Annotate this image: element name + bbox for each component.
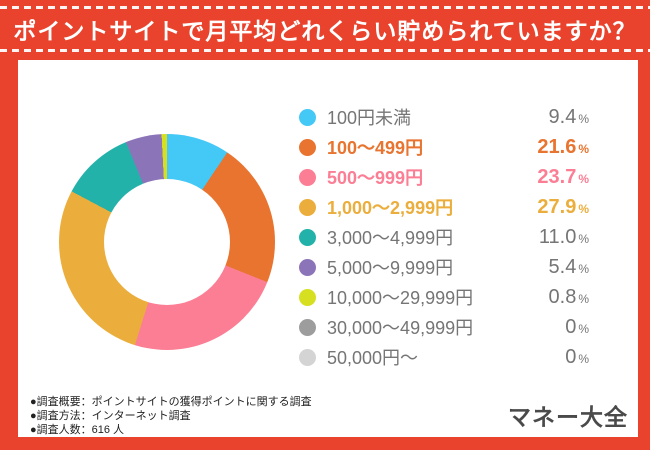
percent-unit: % (578, 141, 589, 156)
legend-item: 1,000〜2,999円 27.9% (299, 192, 589, 222)
legend-value: 0% (565, 315, 589, 338)
legend-label: 100円未満 (327, 108, 412, 128)
legend-value: 11.0% (538, 225, 589, 248)
header-dashed-border-bottom (0, 49, 650, 52)
legend-label: 1,000〜2,999円 (327, 198, 454, 218)
survey-note-overview: ●調査概要：ポイントサイトの獲得ポイントに関する調査 (30, 396, 312, 408)
legend-bullet-icon (299, 288, 316, 306)
legend-bullet-icon (299, 348, 316, 366)
legend-item: 50,000円〜 0% (299, 342, 589, 372)
legend-bullet-icon (299, 168, 316, 186)
donut-chart (59, 134, 275, 350)
percent-unit: % (578, 321, 589, 336)
legend-label: 100〜499円 (327, 138, 424, 158)
legend-value: 0.8% (548, 285, 589, 308)
legend-item: 100円未満 9.4% (299, 102, 589, 132)
percent-unit: % (578, 351, 589, 366)
percent-unit: % (578, 171, 589, 186)
legend-item: 500〜999円 23.7% (299, 162, 589, 192)
survey-note-method: ●調査方法：インターネット調査 (30, 410, 191, 422)
legend-value: 27.9% (537, 195, 589, 218)
legend-item: 30,000〜49,999円 0% (299, 312, 589, 342)
survey-notes: ●調査概要：ポイントサイトの獲得ポイントに関する調査 ●調査方法：インターネット… (30, 395, 312, 437)
legend-bullet-icon (299, 138, 316, 156)
legend-bullet-icon (299, 318, 316, 336)
legend-label: 30,000〜49,999円 (327, 318, 474, 338)
legend-item: 100〜499円 21.6% (299, 132, 589, 162)
legend-label: 10,000〜29,999円 (327, 288, 474, 308)
legend-label: 50,000円〜 (327, 348, 419, 368)
legend-item: 10,000〜29,999円 0.8% (299, 282, 589, 312)
percent-unit: % (578, 231, 589, 246)
survey-note-count: ●調査人数：616 人 (30, 424, 125, 436)
page-title: ポイントサイトで月平均どれくらい貯められていますか？ (13, 18, 637, 44)
legend-value: 0% (565, 345, 589, 368)
legend-value: 23.7% (537, 165, 589, 188)
legend-label: 3,000〜4,999円 (327, 228, 454, 248)
percent-unit: % (578, 261, 589, 276)
chart-legend: 100円未満 9.4% 100〜499円 21.6% 500〜999円 23.7… (299, 102, 589, 372)
percent-unit: % (578, 291, 589, 306)
content-card: 100円未満 9.4% 100〜499円 21.6% 500〜999円 23.7… (18, 60, 638, 437)
percent-unit: % (578, 111, 589, 126)
percent-unit: % (578, 201, 589, 216)
legend-item: 5,000〜9,999円 5.4% (299, 252, 589, 282)
legend-bullet-icon (299, 228, 316, 246)
legend-value: 9.4% (548, 105, 589, 128)
brand-logo: マネー大全 (508, 404, 628, 430)
legend-value: 21.6% (537, 135, 589, 158)
donut-hole (104, 179, 230, 305)
legend-bullet-icon (299, 198, 316, 216)
legend-label: 5,000〜9,999円 (327, 258, 454, 278)
legend-bullet-icon (299, 258, 316, 276)
legend-label: 500〜999円 (327, 168, 424, 188)
legend-bullet-icon (299, 108, 316, 126)
legend-item: 3,000〜4,999円 11.0% (299, 222, 589, 252)
header-dashed-border-top (0, 6, 650, 9)
legend-value: 5.4% (548, 255, 589, 278)
